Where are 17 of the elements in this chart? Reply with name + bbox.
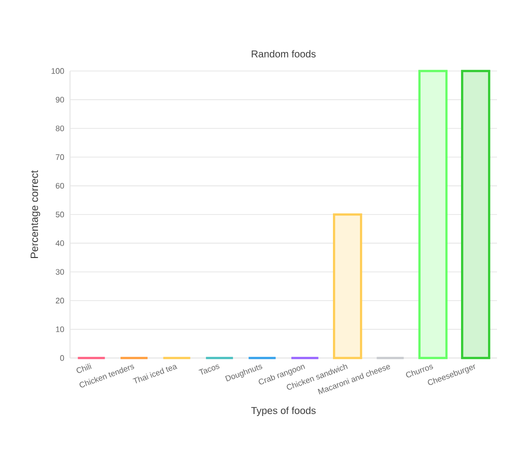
chart-title: Random foods xyxy=(252,50,316,58)
x-tick-label: Chili xyxy=(76,363,92,373)
y-tick-label: 30 xyxy=(56,269,64,275)
y-tick-label: 100 xyxy=(52,68,64,74)
y-tick-label: 10 xyxy=(56,326,64,332)
y-tick-label: 60 xyxy=(56,182,64,189)
y-tick-label: 70 xyxy=(56,154,64,160)
x-tick-label: Tacos xyxy=(198,364,220,375)
y-tick-label: 40 xyxy=(56,240,64,246)
y-tick-label: 90 xyxy=(56,96,64,103)
y-tick-label: 50 xyxy=(56,212,64,218)
y-tick-label: 20 xyxy=(56,298,64,304)
x-axis-title: Types of foods xyxy=(251,406,316,416)
y-tick-label: 0 xyxy=(60,355,64,361)
y-tick-label: 80 xyxy=(56,126,64,132)
y-axis-title: Percentage correct xyxy=(30,170,40,258)
x-tick-label: Thai iced tea xyxy=(132,364,178,384)
